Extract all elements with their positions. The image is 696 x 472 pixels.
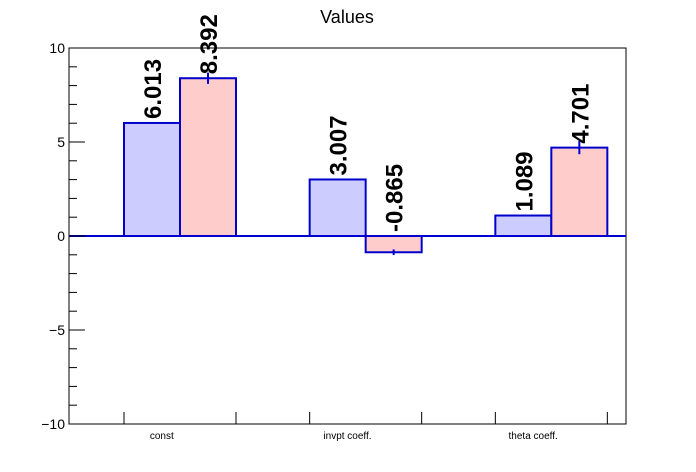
bars-layer [123,77,609,254]
x-tick-label: const [150,431,174,442]
value-label: 8.392 [196,14,223,74]
y-tick-label: −5 [49,322,65,338]
y-tick-label: −10 [41,416,65,432]
axes-layer: −10 −5 0 5 10 const invpt coeff. theta coeff. [41,40,626,442]
y-tick-label: 0 [57,228,65,244]
value-label: -0.865 [382,164,409,232]
bar-series-1-const [123,121,181,237]
value-label: 4.701 [567,84,594,144]
bar-series-1-theta-coeff- [494,214,553,237]
value-label: 1.089 [511,151,538,211]
y-tick-label: 5 [57,134,65,150]
x-tick-label: theta coeff. [509,431,558,442]
value-label: 3.007 [326,115,353,175]
bar-series-1-invpt-coeff- [308,178,367,237]
chart-title: Values [320,7,374,27]
value-label: 6.013 [140,59,167,119]
value-labels-layer: 6.013 3.007 1.089 8.392 -0.865 4.701 [140,14,594,232]
bar-series-2-theta-coeff- [550,146,609,237]
bar-series-2-const [179,77,237,237]
x-tick-label: invpt coeff. [323,431,371,442]
error-bars-layer [207,72,581,256]
y-tick-label: 10 [49,40,65,56]
